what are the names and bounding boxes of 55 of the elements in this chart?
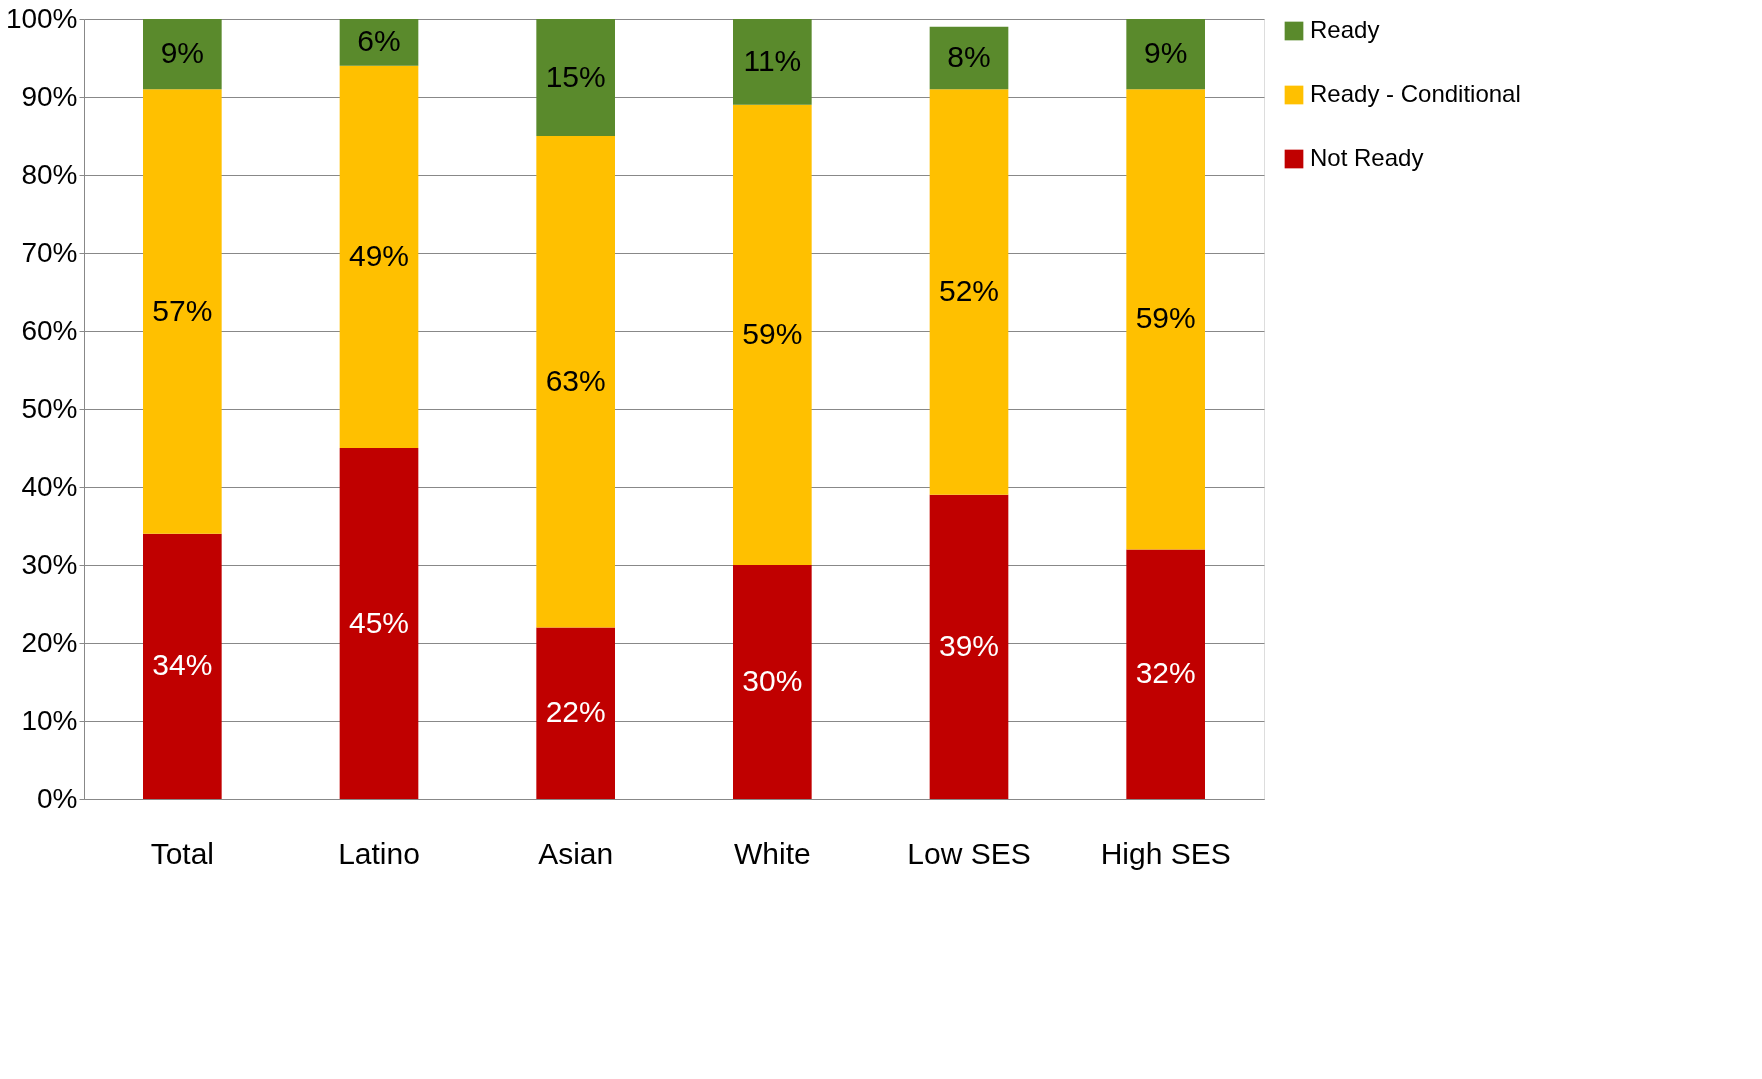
y-tick-label: 30%	[21, 548, 78, 580]
y-tick-label: 80%	[21, 158, 78, 190]
legend-label: Not Ready	[1310, 144, 1424, 171]
bar	[1126, 549, 1205, 799]
data-label: 9%	[160, 36, 205, 70]
bar	[536, 136, 615, 628]
y-tick-label: 50%	[21, 392, 78, 424]
x-tick-label: Asian	[538, 836, 614, 870]
data-label: 34%	[152, 648, 213, 682]
data-label: 15%	[545, 59, 606, 93]
x-tick-label: Total	[150, 836, 215, 870]
bar	[733, 565, 812, 799]
data-label: 8%	[947, 40, 991, 73]
y-tick-label: 0%	[37, 782, 78, 814]
y-tick-label: 60%	[21, 314, 78, 346]
bar	[339, 448, 419, 799]
y-tick-label: 40%	[21, 470, 78, 502]
x-tick-label: Latino	[338, 836, 420, 870]
data-label: 22%	[545, 695, 606, 729]
data-label: 30%	[742, 664, 803, 697]
bar	[339, 65, 419, 448]
y-tick-label: 100%	[5, 2, 78, 34]
data-label: 59%	[742, 316, 803, 350]
data-label: 11%	[743, 43, 802, 77]
y-tick-label: 70%	[21, 236, 78, 268]
bar	[143, 19, 222, 90]
bar	[929, 26, 1009, 90]
data-label: 59%	[1135, 301, 1196, 335]
bar	[536, 627, 615, 799]
data-label: 57%	[152, 293, 213, 327]
y-tick-label: 90%	[21, 80, 78, 112]
x-tick-label: Low SES	[907, 836, 1031, 870]
x-tick-label: White	[733, 836, 811, 870]
data-label: 6%	[357, 24, 401, 58]
data-label: 52%	[938, 274, 1000, 307]
bar	[929, 494, 1009, 799]
legend-label: Ready - Conditional	[1310, 80, 1521, 107]
x-tick-label: High SES	[1100, 836, 1231, 870]
bar	[733, 19, 812, 105]
legend-label: Ready	[1310, 16, 1380, 43]
bar	[143, 533, 222, 799]
bar	[143, 89, 222, 534]
data-label: 39%	[938, 628, 1000, 662]
bar	[929, 89, 1009, 495]
y-tick-label: 20%	[21, 626, 78, 658]
data-label: 45%	[348, 605, 410, 639]
bar	[1126, 89, 1205, 550]
data-label: 9%	[1143, 36, 1188, 70]
data-label: 49%	[348, 238, 410, 272]
data-label: 32%	[1135, 656, 1196, 690]
data-label: 63%	[545, 363, 606, 397]
bar	[536, 19, 615, 136]
bar	[733, 104, 812, 565]
y-tick-label: 10%	[21, 704, 78, 736]
bar	[1126, 19, 1205, 90]
